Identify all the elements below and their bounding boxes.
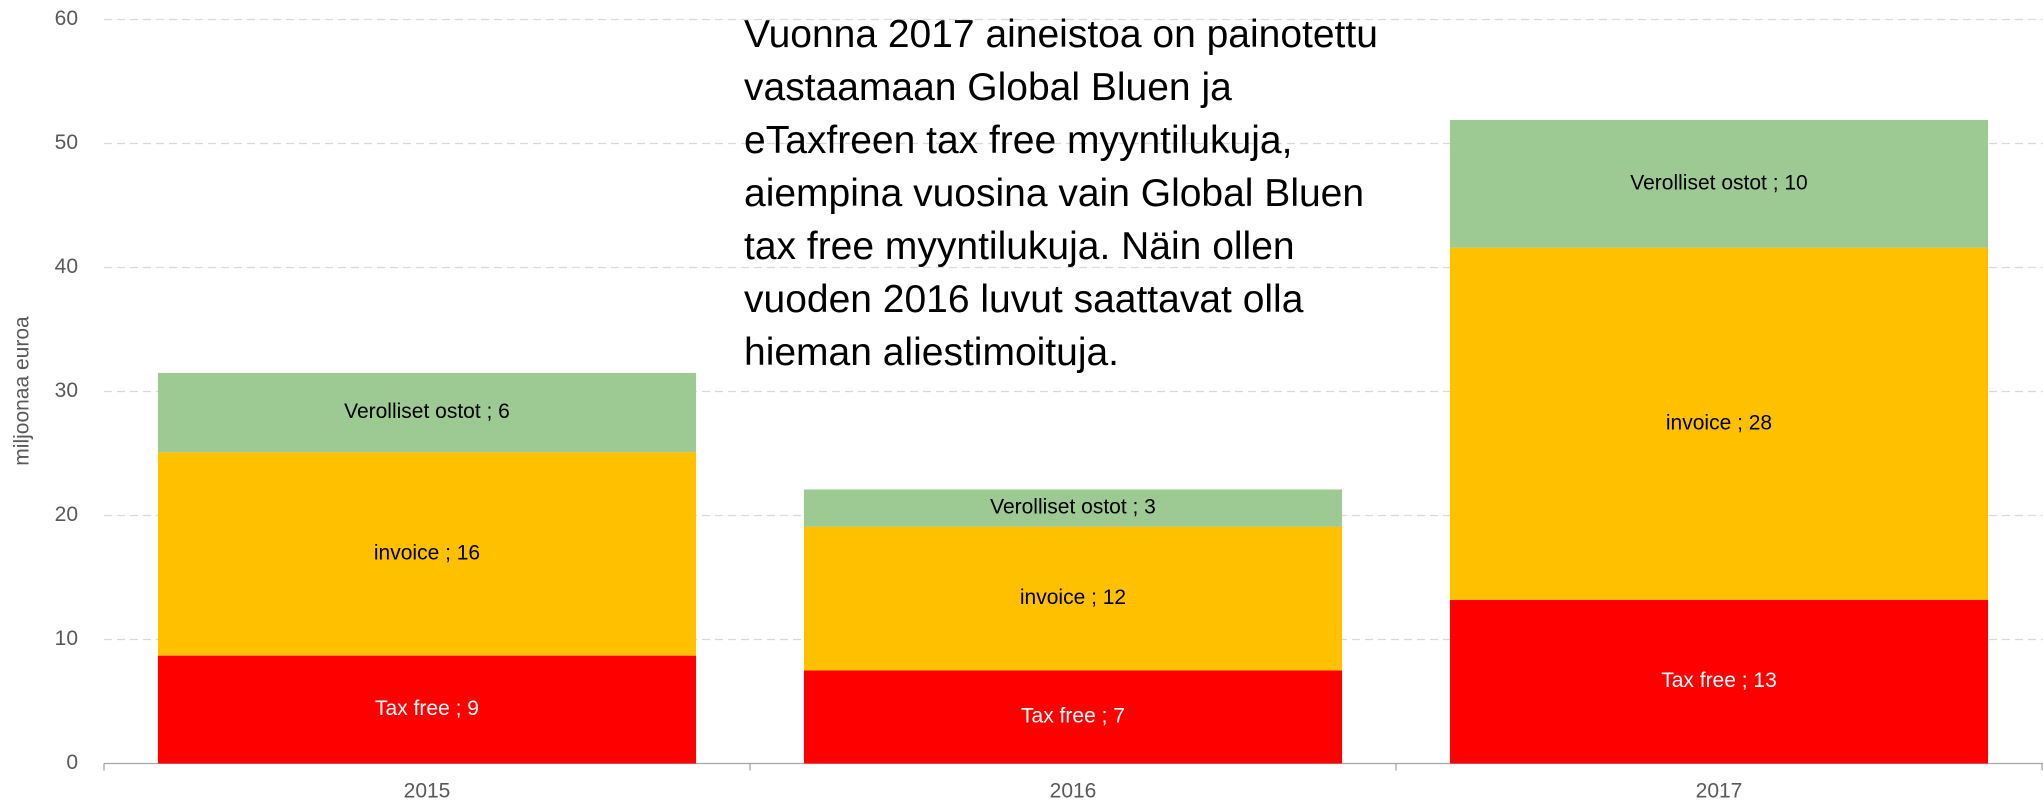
x-tick-label: 2015 [404,780,451,803]
data-label: Verolliset ostot ; 10 [1630,171,1807,194]
bar-segment [803,526,1343,671]
bar-segment [1449,599,1989,764]
x-tick-label: 2017 [1696,780,1743,803]
data-label: Tax free ; 13 [1661,669,1777,692]
x-tick-label: 2016 [1050,780,1097,803]
y-tick-label: 20 [55,503,78,526]
bar-segment [157,655,697,764]
y-tick-label: 40 [55,255,78,278]
bar-segment [157,372,697,453]
bar-segment [1449,247,1989,600]
y-tick-label: 50 [55,131,78,154]
data-label: Verolliset ostot ; 6 [344,400,510,423]
y-tick-label: 30 [55,379,78,402]
y-tick-label: 60 [55,7,78,30]
bar-segment [1449,119,1989,248]
bar-segment [803,670,1343,764]
data-label: invoice ; 28 [1666,411,1772,434]
annotation: Vuonna 2017 aineistoa on painotettu vast… [744,13,1378,374]
bar-segment [803,489,1343,527]
y-axis-label: miljoonaa euroa [11,316,34,466]
data-label: Tax free ; 7 [1021,705,1125,728]
bar-segment [157,452,697,656]
data-label: Verolliset ostot ; 3 [990,496,1156,519]
data-label: invoice ; 16 [374,541,480,564]
y-tick-label: 10 [55,627,78,650]
y-tick-label: 0 [66,751,78,774]
data-label: invoice ; 12 [1020,586,1126,609]
data-label: Tax free ; 9 [375,697,479,720]
